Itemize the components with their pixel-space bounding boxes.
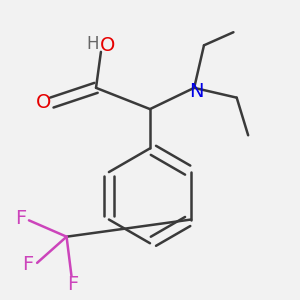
Text: H: H [86,35,99,53]
Text: F: F [22,255,34,274]
Text: N: N [190,82,204,100]
Text: F: F [68,274,79,294]
Text: F: F [15,209,26,228]
Text: O: O [100,36,115,55]
Text: O: O [36,93,51,112]
